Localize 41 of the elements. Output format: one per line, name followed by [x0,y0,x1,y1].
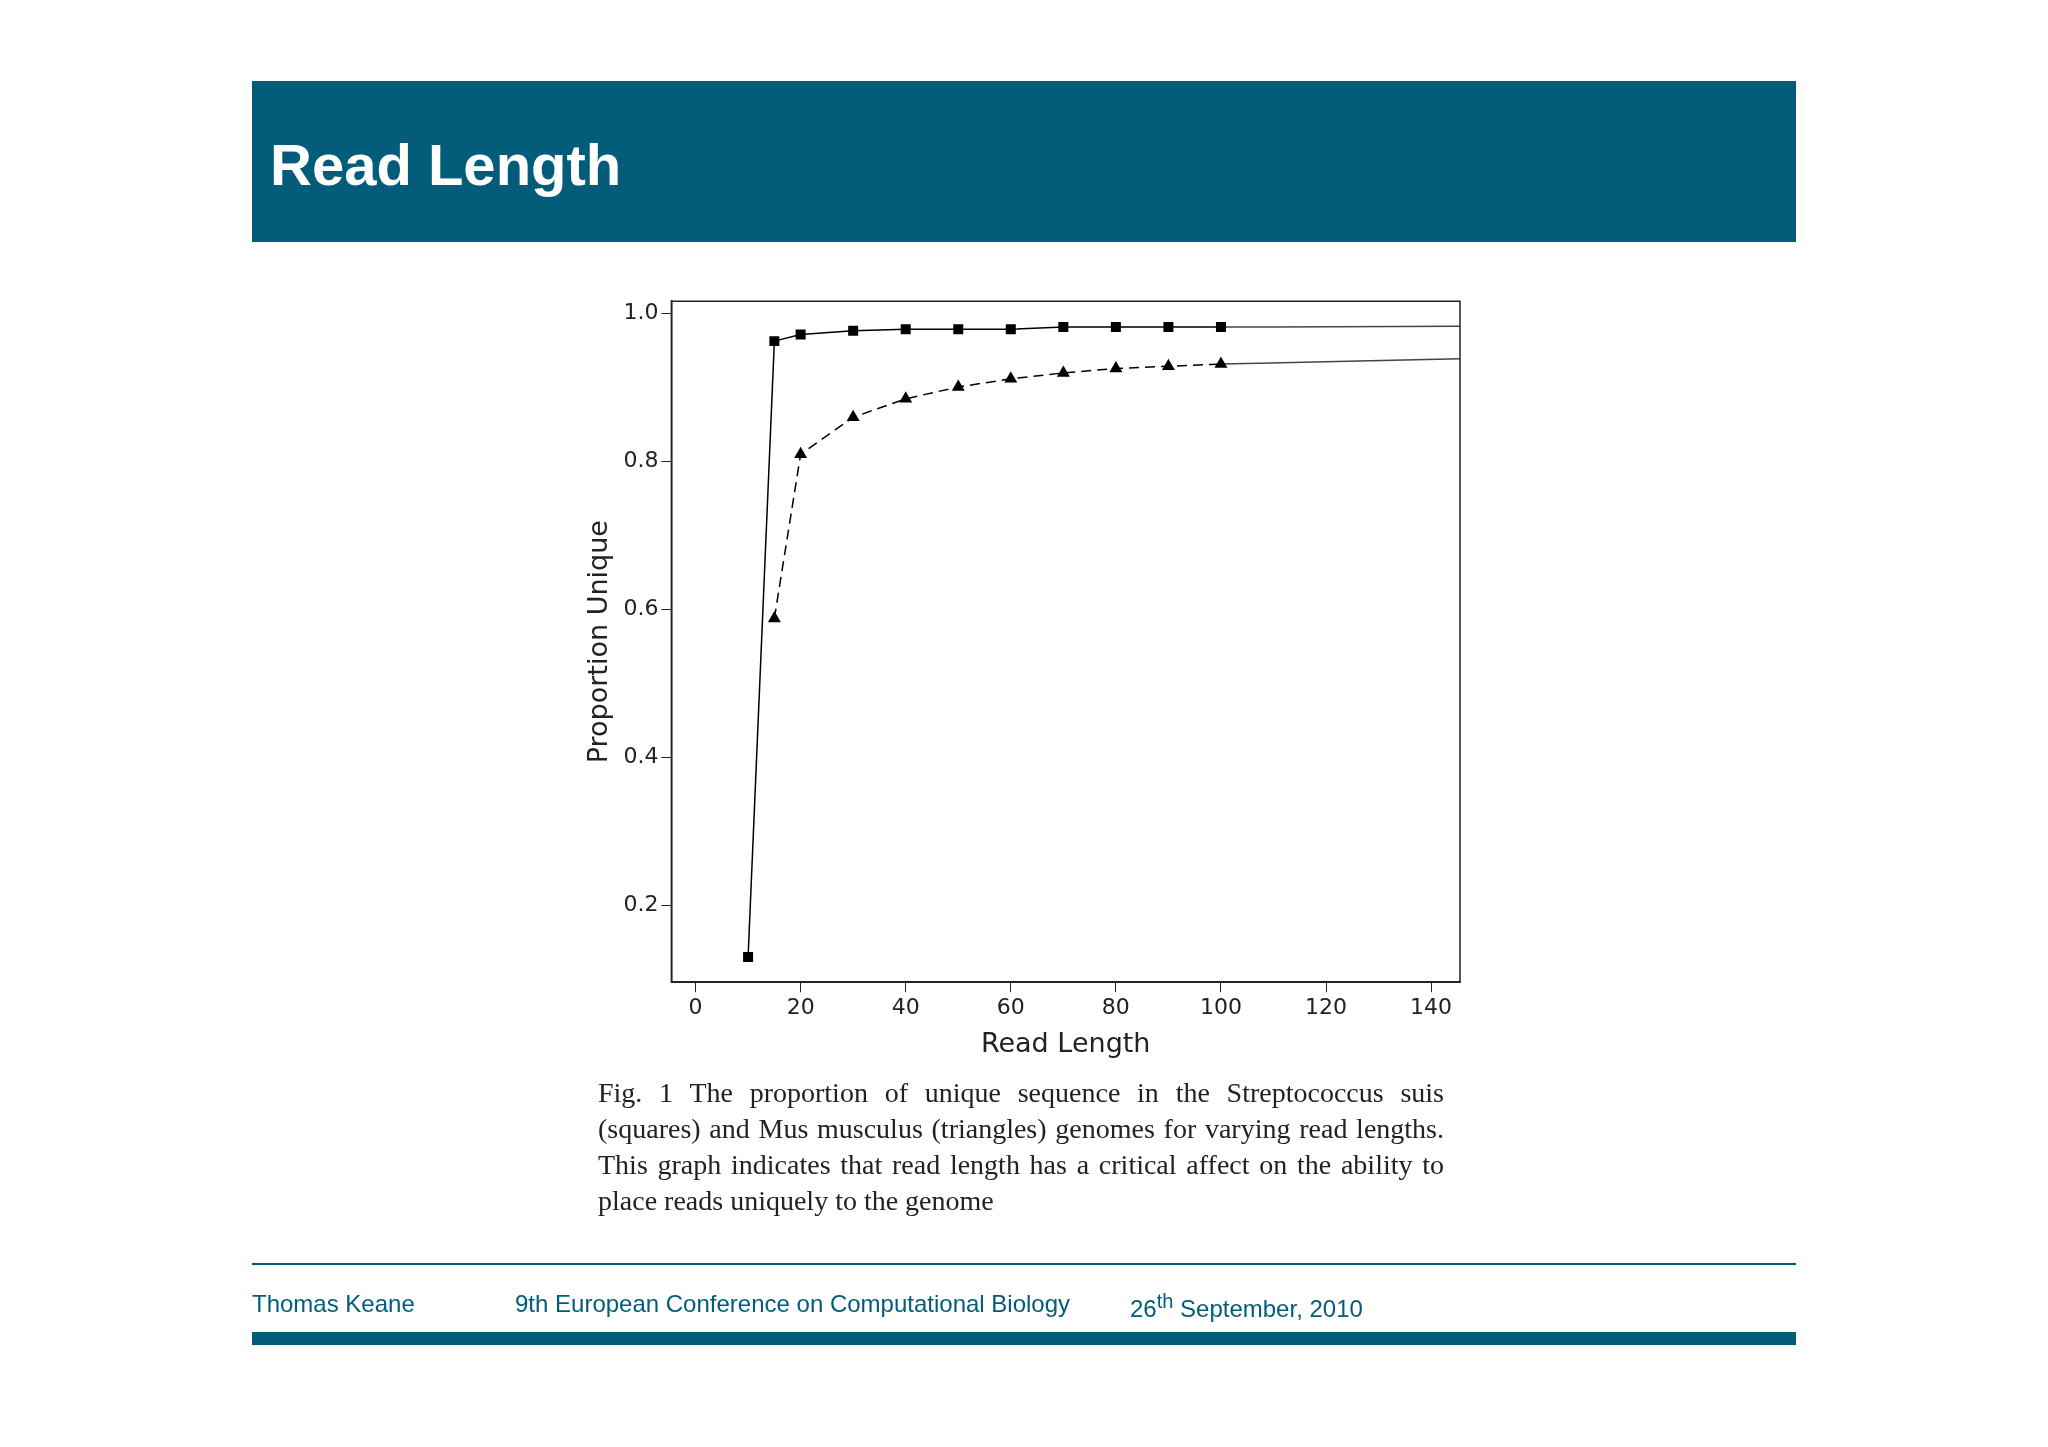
y-tick-label: 0.4 [623,743,659,769]
text: Thomas Keane [252,1290,415,1318]
y-axis-title: Proportion Unique [582,520,614,764]
point [1057,366,1070,377]
point [768,611,781,623]
header-banner: Read Length [252,81,1796,242]
point [794,447,807,459]
y-tick-label: 0.6 [623,595,659,621]
point [847,410,860,422]
chart-title: Read Length [270,131,622,198]
x-tick-label: 60 [996,994,1025,1020]
point [1162,359,1175,371]
y-tick-label: 0.8 [623,447,659,473]
point [1058,322,1069,333]
y-tick-label: 0.2 [623,891,659,917]
point [899,392,912,403]
point [1215,322,1226,333]
text: 26$^{th}$ September, 2010 [1130,1290,1363,1323]
point [952,380,965,391]
x-tick-label: 0 [688,994,703,1020]
y-tick-label: 1.0 [623,299,659,325]
point [848,325,859,336]
point [900,324,911,335]
x-tick-label: 120 [1305,994,1348,1020]
point [953,324,964,335]
point [1005,324,1016,335]
point [1215,357,1227,368]
point [1004,372,1017,383]
x-tick-label: 20 [786,994,815,1020]
point [1110,322,1121,333]
point [769,336,780,347]
caption: Fig. 1 The proportion of unique sequence in the Streptococcus suis (squares) and Mus musculus (triangles) genomes for varying read lengths. This graph indicates that read length has a critical affect on the ability to place reads uniquely to the genome [598,1076,1444,1218]
x-axis-title: Read Length [980,1026,1151,1058]
point [1163,322,1174,333]
text: 9th European Conference on Computational Biology [515,1290,1071,1318]
point [1109,361,1122,373]
point [795,329,806,340]
x-tick-label: 80 [1101,994,1130,1020]
x-tick-label: 40 [891,994,920,1020]
x-tick-label: 100 [1199,994,1242,1020]
x-tick-label: 140 [1410,994,1453,1020]
